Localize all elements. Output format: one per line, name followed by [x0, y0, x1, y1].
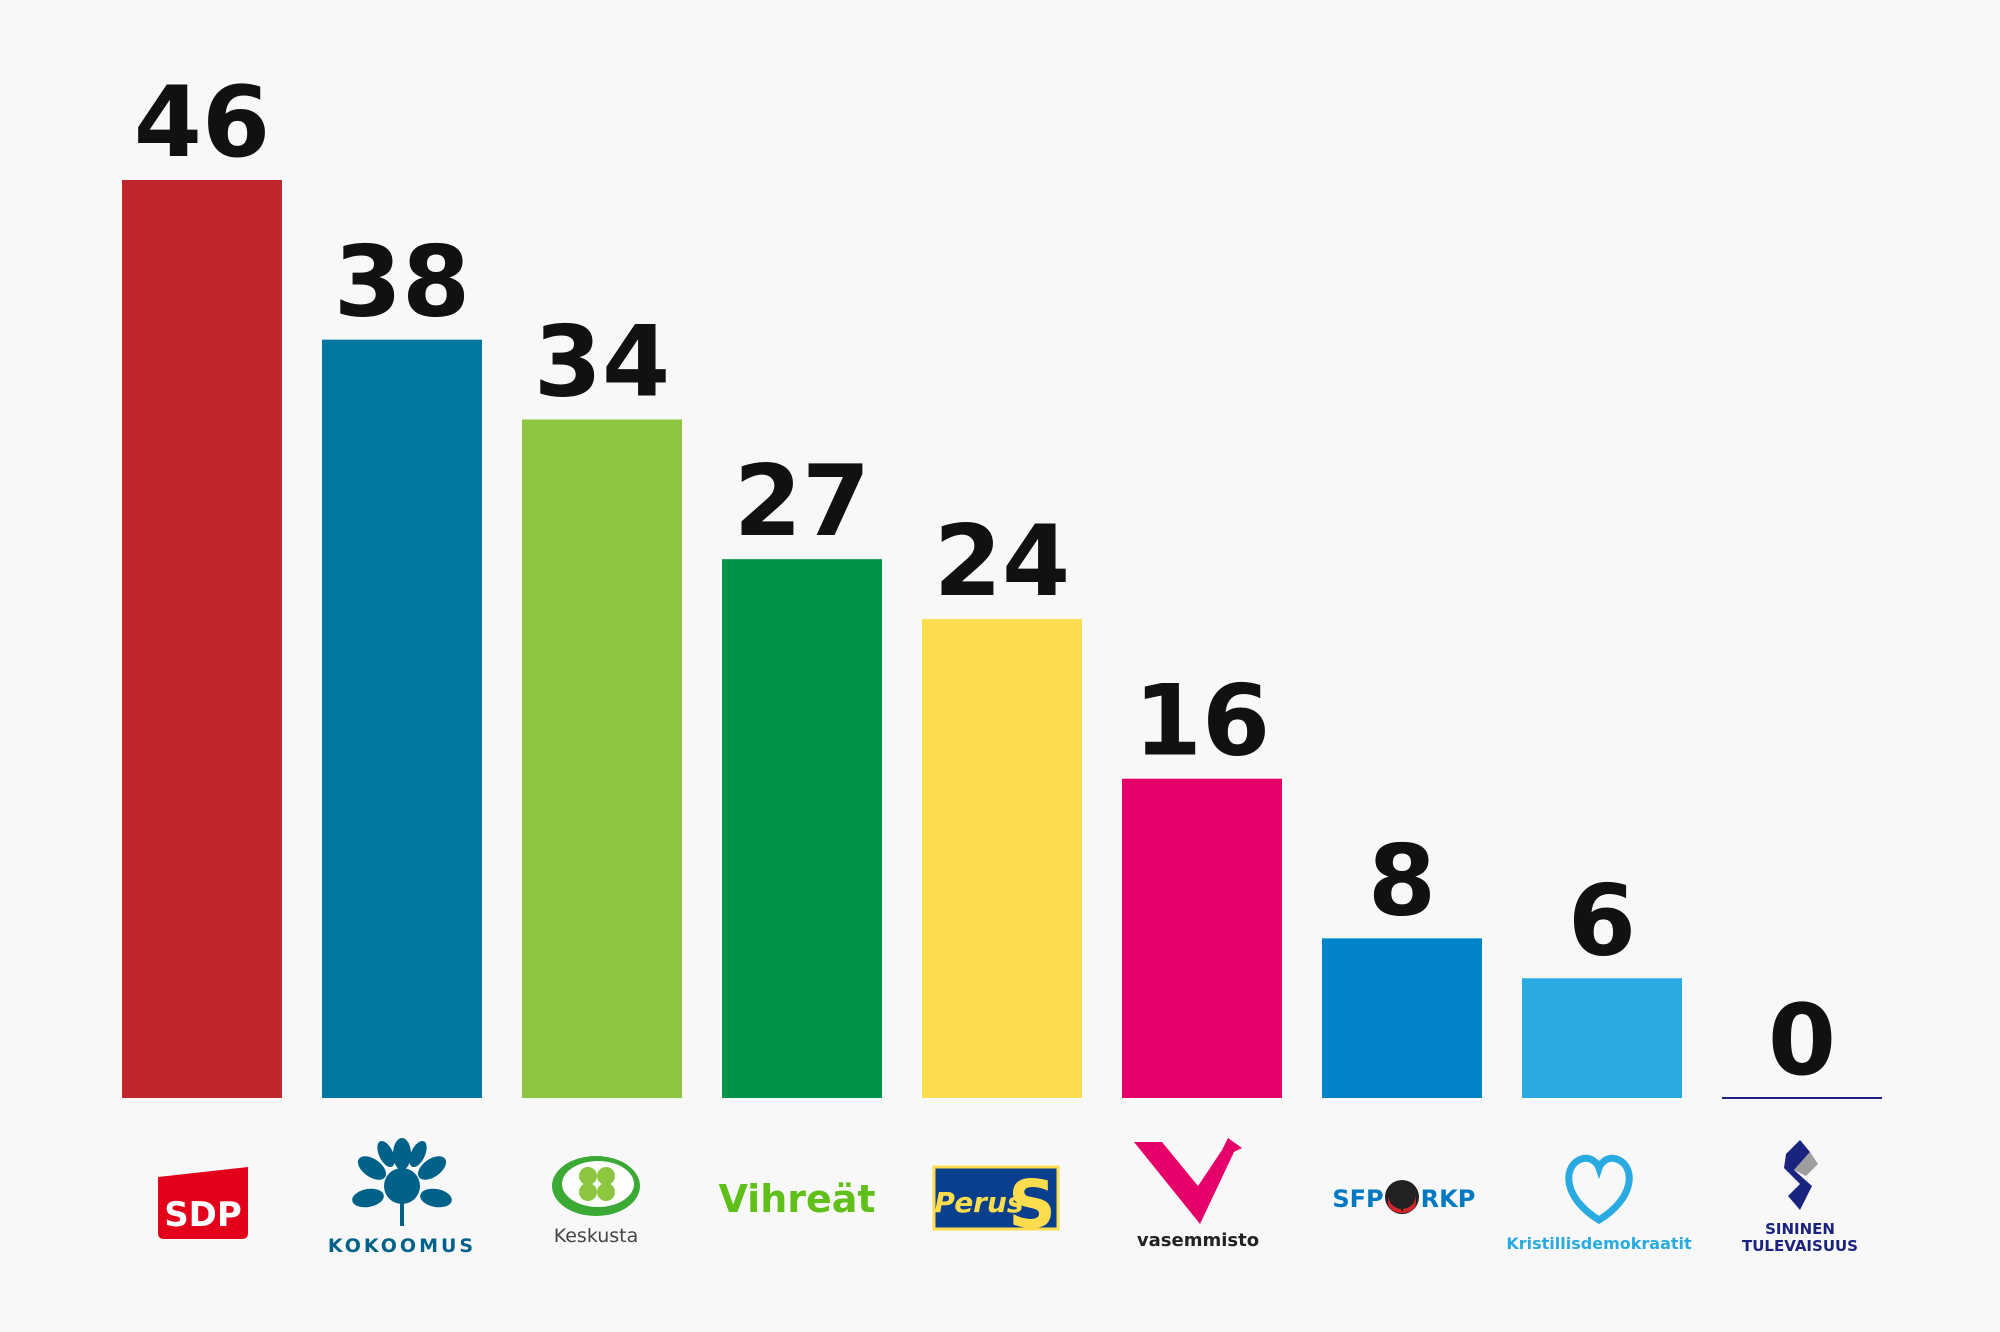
logo-sininen-line2: TULEVAISUUS [1742, 1237, 1858, 1255]
v-bird-icon [1134, 1138, 1242, 1224]
bar-value-label-2: 38 [334, 226, 470, 340]
bars-group [122, 180, 1882, 1099]
bar-value-label-7: 8 [1368, 824, 1436, 938]
logo-kokoomus-label: KOKOOMUS [328, 1235, 476, 1257]
logo-kd-label: Kristillisdemokraatit [1506, 1234, 1692, 1253]
bar-value-label-9: 0 [1768, 984, 1836, 1098]
bar-1 [122, 180, 282, 1098]
logo-perus-s: S [1008, 1166, 1056, 1243]
kd-heart-icon [1565, 1154, 1633, 1225]
logo-vihreat-label: Vihreät [718, 1177, 875, 1221]
bar-value-label-6: 16 [1134, 665, 1270, 779]
blue-s-icon [1784, 1140, 1818, 1210]
logo-sdp-label: SDP [164, 1195, 242, 1235]
bar-5 [922, 619, 1082, 1098]
bar-8 [1522, 978, 1682, 1098]
cornflower-icon [352, 1138, 452, 1226]
bar-6 [1122, 778, 1282, 1098]
bar-7 [1322, 938, 1482, 1098]
ladybug-icon [1385, 1180, 1419, 1214]
logo-rkp-sfp: SFP [1332, 1185, 1383, 1213]
bar-4 [722, 559, 882, 1098]
party-logos: SDP KOKOOMUS [158, 1138, 1858, 1257]
perus-s-icon [932, 1165, 1060, 1231]
bar-value-label-4: 27 [734, 445, 870, 559]
logo-vasemmisto-label: vasemmisto [1137, 1230, 1259, 1251]
logo-sininen: SININEN TULEVAISUUS [1742, 1140, 1858, 1255]
four-leaf-clover-icon [552, 1156, 640, 1216]
logo-perus-label: Perus [934, 1186, 1023, 1219]
logo-keskusta: Keskusta [552, 1156, 640, 1247]
logo-rkp-rkp: RKP [1421, 1185, 1476, 1213]
logo-kd: Kristillisdemokraatit [1506, 1154, 1692, 1253]
bar-3 [522, 419, 682, 1098]
bar-value-label-8: 6 [1568, 864, 1636, 978]
logo-vasemmisto: vasemmisto [1134, 1138, 1259, 1251]
logo-rkp: SFP RKP [1332, 1180, 1475, 1214]
bar-value-label-5: 24 [934, 505, 1070, 619]
bar-value-label-3: 34 [534, 305, 670, 419]
logo-perus: Perus S [932, 1165, 1060, 1243]
bar-2 [322, 339, 482, 1098]
logo-sdp: SDP [158, 1167, 248, 1239]
logo-keskusta-label: Keskusta [554, 1225, 639, 1247]
sdp-rose-badge-icon [158, 1167, 248, 1239]
bar-value-label-1: 46 [134, 66, 270, 180]
logo-sininen-line1: SININEN [1765, 1220, 1835, 1238]
logo-vihreat: Vihreät [718, 1177, 875, 1221]
value-labels-group: 46 38 34 27 24 16 8 6 0 [134, 66, 1836, 1098]
logo-kokoomus: KOKOOMUS [328, 1138, 476, 1257]
